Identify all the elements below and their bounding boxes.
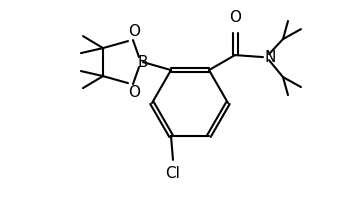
Text: B: B — [138, 54, 148, 70]
Text: O: O — [229, 10, 241, 25]
Text: N: N — [264, 49, 275, 65]
Text: O: O — [128, 85, 140, 100]
Text: O: O — [128, 24, 140, 39]
Text: Cl: Cl — [166, 166, 180, 181]
